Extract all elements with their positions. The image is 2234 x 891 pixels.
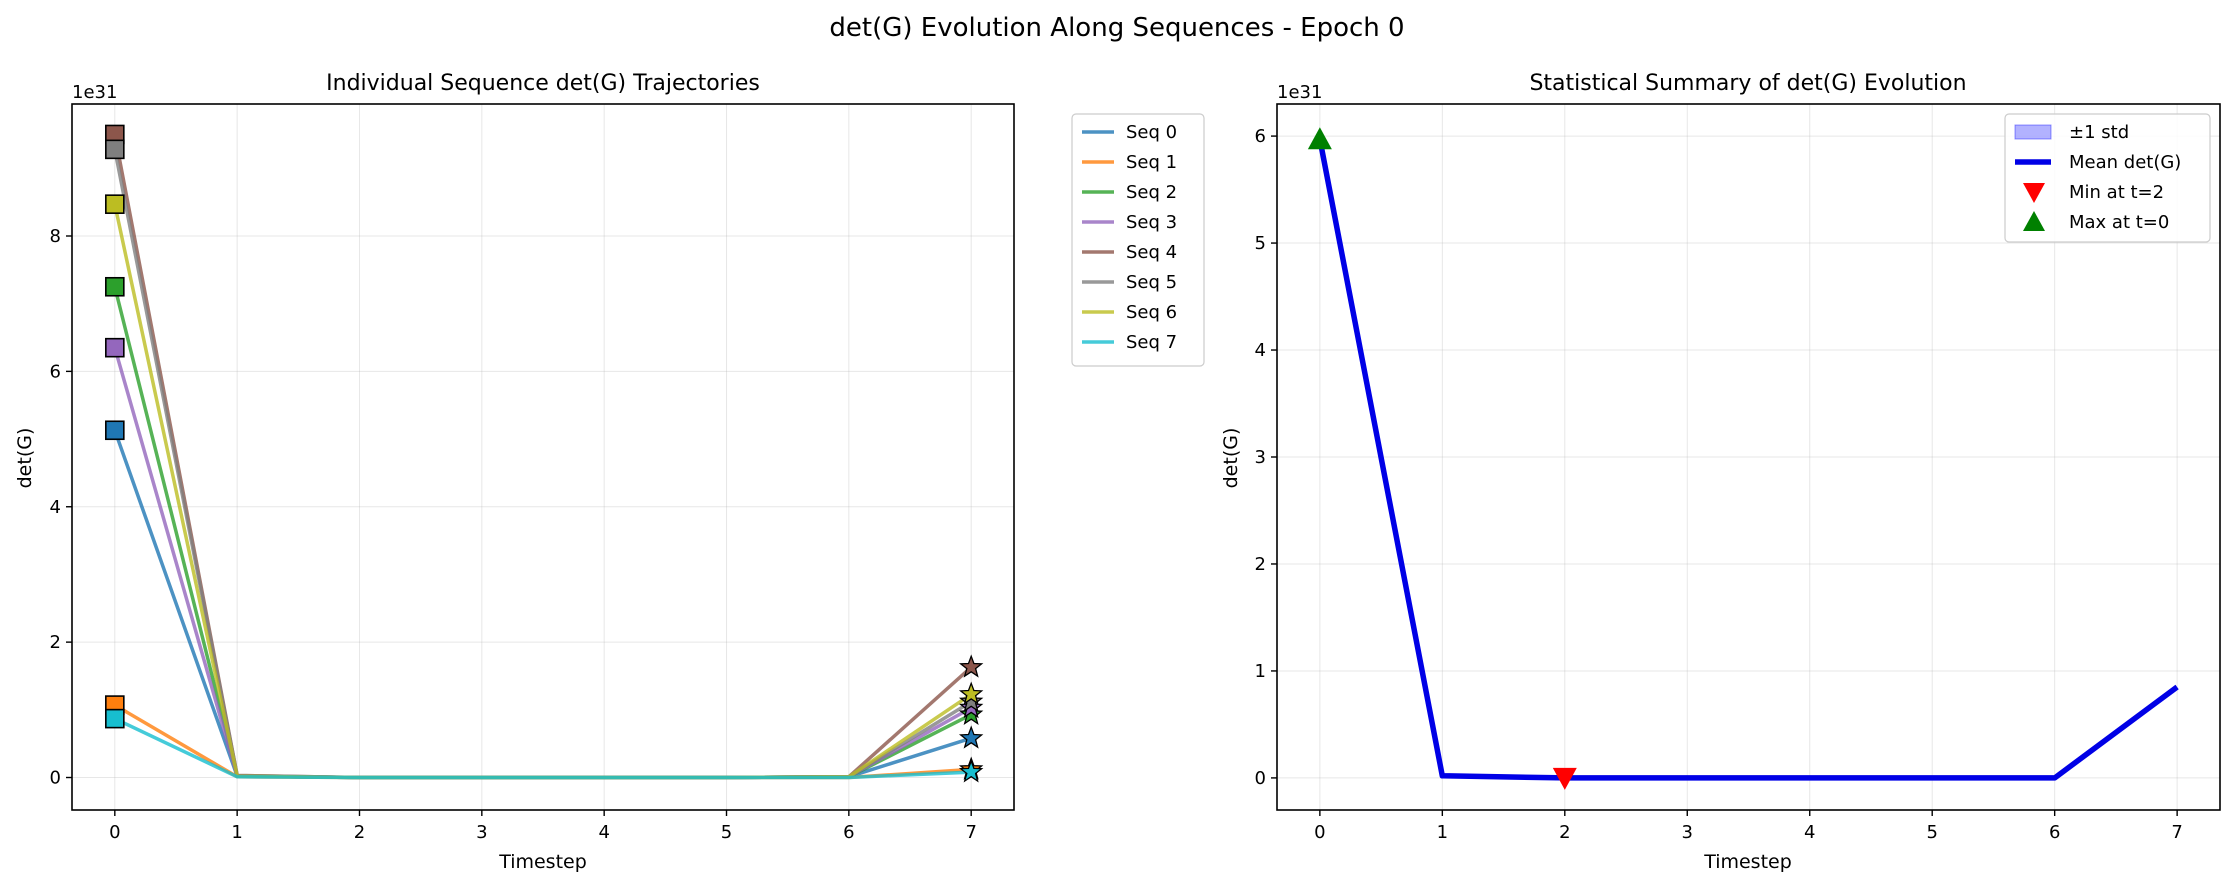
summary-ticks: 0 1 2 3 4 5 6 7 0 1 2 3 4 5 6 (1255, 126, 2183, 843)
series-line-seq-5 (113, 149, 973, 780)
trajectories-ylabel: det(G) (14, 428, 36, 489)
summary-title: Statistical Summary of det(G) Evolution (1529, 71, 1966, 96)
y-tick-label: 3 (1255, 447, 1266, 468)
x-tick-label: 7 (2171, 822, 2182, 843)
start-marker-seq-3 (105, 337, 125, 358)
x-tick-label: 4 (1804, 822, 1815, 843)
legend-label: Seq 3 (1126, 212, 1177, 233)
summary-ylabel: det(G) (1220, 428, 1242, 489)
legend-label: ±1 std (2069, 122, 2129, 143)
x-tick-label: 4 (598, 822, 609, 843)
trajectories-markers (105, 124, 984, 783)
x-tick-label: 2 (354, 822, 365, 843)
legend-frame (1071, 113, 1205, 367)
x-tick-label: 1 (231, 822, 242, 843)
end-marker-seq-7 (958, 759, 984, 783)
start-marker-seq-5 (105, 139, 125, 160)
legend-label: Seq 4 (1126, 242, 1177, 263)
legend-label: Seq 1 (1126, 152, 1177, 173)
y-tick-label: 4 (50, 497, 61, 518)
start-marker-seq-6 (105, 194, 125, 214)
legend-label: Seq 2 (1126, 182, 1177, 203)
legend-label: Seq 0 (1126, 122, 1177, 143)
x-tick-label: 7 (965, 822, 976, 843)
trajectories-title: Individual Sequence det(G) Trajectories (326, 71, 760, 96)
figure-suptitle: det(G) Evolution Along Sequences - Epoch… (829, 13, 1404, 43)
legend-label: Seq 5 (1126, 272, 1177, 293)
trajectories-offset-label: 1e31 (72, 82, 117, 103)
legend-frame (2004, 113, 2211, 243)
start-marker-seq-0 (105, 420, 125, 441)
mean-line (1317, 138, 2179, 781)
x-tick-label: 0 (109, 822, 120, 843)
y-tick-label: 6 (1255, 126, 1266, 147)
trajectories-legend: Seq 0 Seq 1 Seq 2 Seq 3 Seq 4 Seq 5 Seq 6 Seq 7 (1071, 113, 1205, 367)
legend-label: Mean det(G) (2069, 152, 2181, 173)
summary-chart: Statistical Summary of det(G) Evolution … (1220, 71, 2221, 873)
end-marker-seq-0 (958, 725, 984, 749)
end-marker-seq-2 (958, 701, 984, 726)
legend-label: Seq 6 (1126, 302, 1177, 323)
series-line-seq-0 (113, 429, 972, 780)
x-tick-label: 0 (1314, 822, 1325, 843)
legend-swatch (2014, 124, 2052, 140)
legend-label: Max at t=0 (2069, 212, 2169, 233)
x-tick-label: 2 (1559, 822, 1570, 843)
series-line-seq-7 (114, 717, 972, 780)
trajectories-lines (113, 134, 973, 780)
series-line-seq-6 (113, 203, 973, 780)
trajectories-chart: Individual Sequence det(G) Trajectories … (14, 71, 1205, 873)
end-marker-seq-6 (958, 681, 984, 705)
x-tick-label: 3 (476, 822, 487, 843)
legend-label: Seq 7 (1126, 332, 1177, 353)
y-tick-label: 0 (1255, 768, 1266, 789)
x-tick-label: 5 (1926, 822, 1937, 843)
x-tick-label: 5 (721, 822, 732, 843)
series-line-seq-3 (113, 347, 973, 780)
y-tick-label: 8 (50, 226, 61, 247)
summary-axes-frame (1276, 103, 2221, 811)
summary-xlabel: Timestep (1703, 851, 1792, 873)
min-marker (1552, 767, 1577, 790)
summary-offset-label: 1e31 (1277, 82, 1322, 103)
y-tick-label: 6 (50, 361, 61, 382)
start-marker-seq-7 (105, 708, 125, 729)
trajectories-xlabel: Timestep (498, 851, 587, 873)
trajectories-grid (72, 104, 1014, 810)
series-line-seq-4 (113, 134, 973, 780)
summary-lines (1317, 138, 2179, 781)
trajectories-ticks: 0 1 2 3 4 5 6 7 0 2 4 6 8 (50, 226, 977, 843)
y-tick-label: 2 (1255, 554, 1266, 575)
x-tick-label: 6 (2049, 822, 2060, 843)
y-tick-label: 4 (1255, 340, 1266, 361)
x-tick-label: 6 (843, 822, 854, 843)
end-marker-seq-4 (958, 654, 984, 678)
summary-legend: ±1 std Mean det(G) Min at t=2 Max at t=0 (2004, 113, 2211, 243)
legend-label: Min at t=2 (2069, 182, 2164, 203)
legend-swatch (2023, 183, 2045, 203)
y-tick-label: 2 (50, 632, 61, 653)
end-marker-seq-5 (958, 688, 984, 713)
series-line-seq-2 (113, 286, 972, 780)
x-tick-label: 1 (1437, 822, 1448, 843)
summary-markers (1307, 127, 1577, 790)
y-tick-label: 0 (50, 768, 61, 789)
x-tick-label: 3 (1682, 822, 1693, 843)
series-line-seq-1 (113, 703, 972, 780)
trajectories-axes-frame (71, 103, 1015, 811)
max-marker (1307, 127, 1332, 150)
y-tick-label: 5 (1255, 233, 1266, 254)
start-marker-seq-2 (105, 276, 125, 297)
y-tick-label: 1 (1255, 661, 1266, 682)
legend-swatch (2023, 211, 2045, 231)
